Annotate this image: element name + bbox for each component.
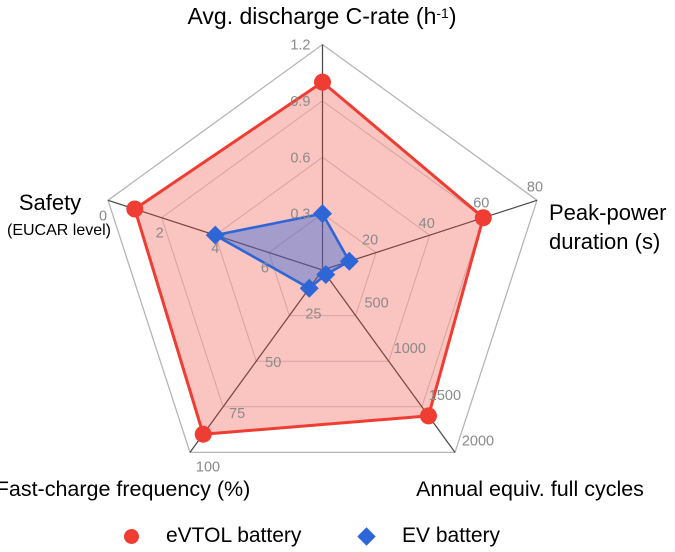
data-point-evtol-peak_power [474, 209, 492, 227]
axis-title-safety: Safety [18, 190, 82, 215]
axis-title-peak-power-line2: duration (s) [549, 229, 661, 254]
tick-label-c_rate-1.2: 1.2 [290, 38, 310, 54]
legend-label-ev: EV battery [402, 524, 501, 547]
axis-spoke-fast_charge [189, 269, 324, 453]
data-point-evtol-c_rate [314, 73, 331, 91]
axis-spoke-peak_power [322, 199, 538, 271]
grid-ring [161, 100, 484, 408]
legend-label-evtol: eVTOL battery [166, 524, 302, 547]
legend-marker-evtol-circle-icon [124, 529, 139, 544]
data-point-ev-safety [205, 225, 225, 245]
tick-label-fast_charge-100: 100 [196, 459, 220, 475]
axis-title-c-rate-sup: -1 [436, 5, 449, 21]
data-point-evtol-fast_charge [194, 425, 212, 443]
data-point-evtol-annual_cycles [420, 407, 437, 425]
tick-label-c_rate-0.9: 0.9 [290, 94, 310, 110]
tick-label-peak_power-40: 40 [419, 216, 435, 232]
tick-label-c_rate-0.3: 0.3 [290, 207, 310, 223]
axis-title-c-rate-main: Avg. discharge C-rate (h [187, 3, 437, 29]
tick-label-fast_charge-50: 50 [265, 355, 281, 371]
axis-title-fast-charge: Fast-charge frequency (%) [0, 477, 251, 501]
axis-title-annual-cycles: Annual equiv. full cycles [416, 477, 644, 501]
data-point-ev-peak_power [339, 251, 359, 271]
grid-ring [268, 212, 377, 317]
data-point-evtol-safety [126, 200, 144, 218]
data-point-ev-fast_charge [299, 278, 319, 298]
tick-label-safety-4: 4 [211, 241, 219, 257]
axis-title-safety-sub: (EUCAR level) [6, 222, 112, 239]
grid-ring [214, 156, 431, 362]
grid-outer-pentagon [107, 43, 538, 454]
data-point-ev-annual_cycles [316, 265, 336, 285]
tick-label-c_rate-0.6: 0.6 [290, 150, 310, 166]
tick-label-peak_power-80: 80 [527, 179, 543, 195]
tick-label-safety-2: 2 [156, 226, 164, 242]
tick-label-annual_cycles-1000: 1000 [394, 341, 426, 357]
tick-label-safety-6: 6 [261, 261, 269, 277]
tick-label-annual_cycles-500: 500 [364, 296, 388, 312]
data-point-ev-c_rate [313, 204, 332, 224]
tick-label-annual_cycles-2000: 2000 [462, 433, 494, 449]
axis-title-c-rate-end: ) [448, 3, 457, 29]
tick-label-peak_power-20: 20 [362, 233, 378, 249]
tick-label-fast_charge-75: 75 [229, 406, 245, 422]
series-polygon-ev [214, 212, 351, 290]
axis-title-c-rate: Avg. discharge C-rate (h-1) [188, 3, 457, 30]
axis-title-peak-power-line1: Peak-power [549, 200, 667, 225]
series-polygon-evtol [133, 80, 485, 436]
axis-title-peak-power: Peak-power duration (s) [549, 198, 666, 256]
tick-label-fast_charge-25: 25 [305, 307, 321, 323]
tick-label-peak_power-60: 60 [473, 196, 489, 212]
tick-label-safety-0: 0 [99, 208, 107, 224]
tick-label-annual_cycles-1500: 1500 [429, 388, 461, 404]
